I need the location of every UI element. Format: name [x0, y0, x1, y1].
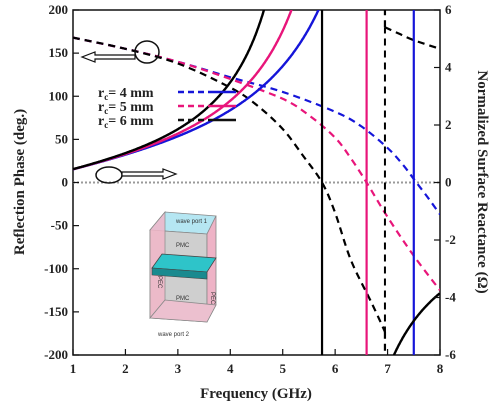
y2-tick-label: -6 [445, 347, 456, 362]
annotation-left-axis [80, 40, 160, 64]
x-tick-label: 7 [384, 361, 391, 376]
y-tick-label: -150 [44, 304, 68, 319]
x-tick-label: 4 [227, 361, 234, 376]
x-tick-label: 3 [175, 361, 182, 376]
x-axis-label: Frequency (GHz) [200, 386, 312, 402]
x-tick-label: 5 [279, 361, 286, 376]
annotation-right-axis [95, 166, 178, 184]
y-tick-label: 100 [49, 88, 69, 103]
legend-r: r [98, 100, 104, 115]
y-tick-label: 200 [49, 2, 69, 17]
x-tick-label: 6 [332, 361, 339, 376]
annotation-ellipse-upper [134, 40, 160, 64]
arrow-left-icon [80, 51, 136, 63]
ticks-layer: 1 2 3 4 5 6 7 8 -200 -150 -100 -50 0 50 100 150 200 -6 -4 -… [44, 2, 456, 376]
reactance-curve-high-r6 [392, 292, 440, 355]
inset-label-pmc-bottom: PMC [176, 296, 190, 302]
inset-label-pmc-top: PMC [176, 243, 190, 249]
legend-entry-r6: rc= 6 mm [98, 114, 236, 130]
y-axis-label: Reflection Phase (deg.) [12, 109, 28, 255]
y2-axis-label: Normalized Surface Reactance (Ω) [474, 70, 490, 293]
phase-wrap-tail-r6 [384, 26, 440, 50]
reactance-curve-low-r4 [73, 10, 320, 171]
legend-entry-r4: rc= 4 mm [98, 86, 236, 102]
legend-value: = 5 mm [108, 100, 154, 115]
y2-tick-label: 4 [445, 60, 452, 75]
legend-r: r [98, 86, 104, 101]
legend: rc= 4 mm rc= 5 mm rc= 6 mm [98, 86, 236, 130]
y2-tick-label: -4 [445, 290, 456, 305]
y-tick-label: 0 [62, 175, 69, 190]
annotation-ellipse-lower [95, 166, 123, 184]
phase-curve-r4 [73, 36, 440, 216]
legend-sub: c [104, 106, 108, 116]
y-tick-label: 150 [49, 45, 69, 60]
x-tick-label: 2 [122, 361, 129, 376]
y-tick-label: 50 [55, 131, 68, 146]
unit-cell-inset: wave port 1 PMC PMC PEC PEC wave port 2 [149, 210, 217, 338]
inset-patch-edge [151, 267, 208, 280]
legend-sub: c [104, 120, 108, 130]
y-tick-label: -100 [44, 261, 68, 276]
inset-label-port2: wave port 2 [157, 332, 190, 338]
y2-tick-label: 6 [445, 2, 452, 17]
y-tick-label: -200 [44, 347, 68, 362]
y-tick-label: -50 [51, 218, 68, 233]
series-layer [73, 10, 440, 408]
x-tick-label: 1 [70, 361, 77, 376]
legend-entry-r5: rc= 5 mm [98, 100, 236, 116]
y2-tick-label: 0 [445, 175, 452, 190]
arrow-right-icon [121, 168, 178, 180]
y2-tick-label: -2 [445, 232, 456, 247]
svg-text:rc= 5 mm: rc= 5 mm [98, 100, 154, 116]
y2-tick-label: 2 [445, 117, 452, 132]
phase-curve-r6 [73, 36, 386, 333]
inset-label-port1: wave port 1 [175, 219, 208, 225]
reactance-curve-low-r6 [73, 10, 266, 171]
inset-bottom-face [149, 299, 217, 323]
x-tick-label: 8 [437, 361, 444, 376]
legend-value: = 6 mm [108, 114, 154, 129]
reactance-curve-high-r5 [367, 404, 440, 408]
legend-sub: c [104, 92, 108, 102]
svg-text:rc= 4 mm: rc= 4 mm [98, 86, 154, 102]
svg-text:rc= 6 mm: rc= 6 mm [98, 114, 154, 130]
inset-label-pec-left: PEC [156, 276, 162, 289]
inset-label-pec-right: PEC [209, 292, 215, 305]
legend-r: r [98, 114, 104, 129]
legend-value: = 4 mm [108, 86, 154, 101]
